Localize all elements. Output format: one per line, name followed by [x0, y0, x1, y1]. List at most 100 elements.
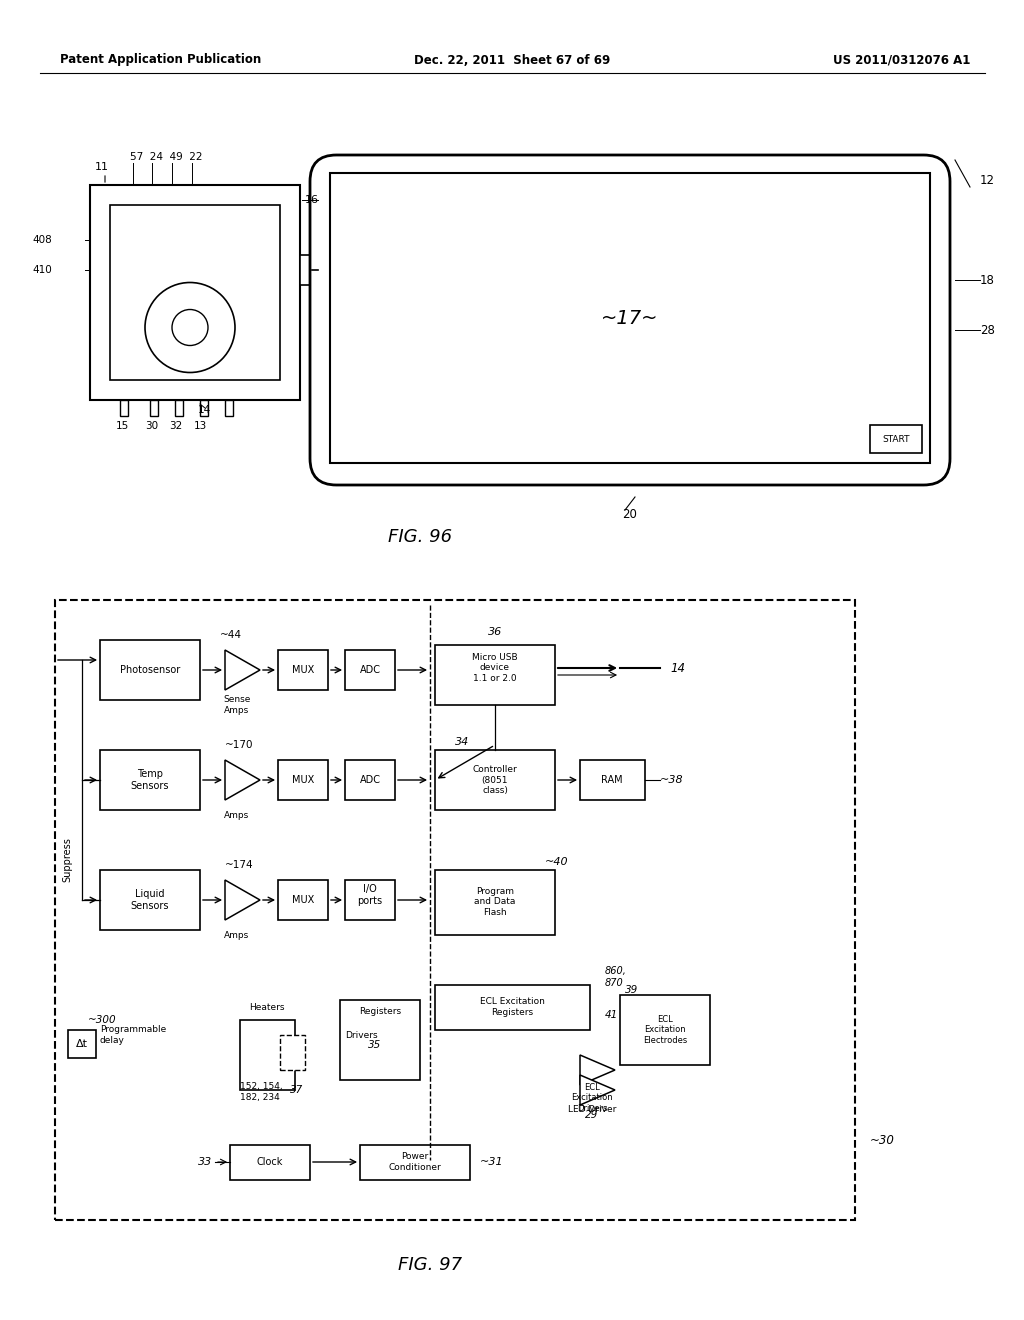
Text: 34: 34 [455, 737, 469, 747]
Text: Programmable
delay: Programmable delay [100, 1026, 166, 1044]
Text: MUX: MUX [292, 775, 314, 785]
Text: Suppress: Suppress [62, 838, 72, 883]
Bar [100, 870, 200, 931]
Bar [300, 255, 318, 285]
Text: 39: 39 [625, 985, 638, 995]
Text: RAM: RAM [601, 775, 623, 785]
Bar [100, 640, 200, 700]
Text: ~30: ~30 [870, 1134, 895, 1147]
Text: Micro USB
device
1.1 or 2.0: Micro USB device 1.1 or 2.0 [472, 653, 518, 682]
Text: FIG. 97: FIG. 97 [398, 1257, 462, 1274]
Bar [100, 750, 200, 810]
Text: Registers: Registers [359, 1007, 401, 1016]
Text: I/O
ports: I/O ports [357, 884, 383, 906]
Bar [225, 400, 233, 416]
Text: Drivers: Drivers [345, 1031, 378, 1040]
Text: 12: 12 [980, 173, 995, 186]
Text: MUX: MUX [292, 665, 314, 675]
Text: ~44: ~44 [220, 630, 242, 640]
Polygon shape [225, 649, 260, 690]
Text: 15: 15 [116, 421, 129, 432]
Polygon shape [580, 1074, 615, 1105]
Bar [68, 1030, 96, 1059]
Text: ~174: ~174 [225, 861, 254, 870]
Text: Dec. 22, 2011  Sheet 67 of 69: Dec. 22, 2011 Sheet 67 of 69 [414, 54, 610, 66]
Text: ~17~: ~17~ [601, 309, 658, 327]
Text: ADC: ADC [359, 665, 381, 675]
Text: 28: 28 [980, 323, 995, 337]
Bar [120, 400, 128, 416]
Text: 30: 30 [145, 421, 159, 432]
Bar [435, 985, 590, 1030]
Bar [110, 205, 280, 380]
Text: ~38: ~38 [660, 775, 684, 785]
Text: 14: 14 [198, 405, 211, 414]
Text: Heaters: Heaters [249, 1003, 285, 1012]
Bar [345, 649, 395, 690]
Text: Liquid
Sensors: Liquid Sensors [131, 890, 169, 911]
Text: 37: 37 [291, 1085, 304, 1096]
Bar [345, 880, 395, 920]
FancyBboxPatch shape [310, 154, 950, 484]
Bar [330, 173, 930, 463]
Text: ADC: ADC [359, 775, 381, 785]
Bar [55, 601, 855, 1220]
Text: ECL Excitation
Registers: ECL Excitation Registers [479, 998, 545, 1016]
Text: Patent Application Publication: Patent Application Publication [60, 54, 261, 66]
Text: Amps: Amps [224, 810, 250, 820]
Bar [435, 750, 555, 810]
Polygon shape [225, 880, 260, 920]
Text: LED Driver: LED Driver [568, 1106, 616, 1114]
Text: START: START [883, 434, 909, 444]
Text: 13: 13 [194, 421, 207, 432]
Text: 36: 36 [487, 627, 502, 638]
Text: 152, 154,
182, 234: 152, 154, 182, 234 [240, 1082, 283, 1102]
Text: ECL
Excitation
Drivers: ECL Excitation Drivers [571, 1084, 612, 1113]
Text: Clock: Clock [257, 1158, 284, 1167]
Text: 41: 41 [605, 1010, 618, 1020]
Bar [620, 995, 710, 1065]
Bar [280, 1035, 305, 1071]
Text: 18: 18 [980, 273, 995, 286]
Text: ~300: ~300 [88, 1015, 117, 1026]
Text: ECL
Excitation
Electrodes: ECL Excitation Electrodes [643, 1015, 687, 1045]
Text: ~170: ~170 [225, 741, 254, 750]
Text: 20: 20 [623, 508, 637, 521]
Bar [278, 760, 328, 800]
Text: 33: 33 [198, 1158, 212, 1167]
Bar [435, 645, 555, 705]
Text: Sense
Amps: Sense Amps [223, 696, 251, 714]
Text: 11: 11 [95, 162, 109, 172]
Bar [345, 760, 395, 800]
Text: Program
and Data
Flash: Program and Data Flash [474, 887, 516, 917]
Text: FIG. 96: FIG. 96 [388, 528, 452, 546]
Text: 860,
870: 860, 870 [605, 966, 627, 987]
Bar [240, 1020, 295, 1090]
Text: 57  24  49  22: 57 24 49 22 [130, 152, 203, 162]
Bar [435, 870, 555, 935]
Polygon shape [225, 760, 260, 800]
Text: 32: 32 [169, 421, 182, 432]
Bar [230, 1144, 310, 1180]
Bar [278, 880, 328, 920]
Polygon shape [580, 1055, 615, 1085]
Text: 35: 35 [369, 1040, 382, 1049]
Bar [90, 185, 300, 400]
Text: 29: 29 [586, 1110, 599, 1119]
Text: 16: 16 [305, 195, 319, 205]
Text: Controller
(8051
class): Controller (8051 class) [473, 766, 517, 795]
Text: Power
Conditioner: Power Conditioner [389, 1152, 441, 1172]
Bar [278, 649, 328, 690]
Bar [340, 1001, 420, 1080]
Text: ~31: ~31 [480, 1158, 504, 1167]
Text: 410: 410 [32, 265, 52, 275]
Text: MUX: MUX [292, 895, 314, 906]
Text: 14: 14 [670, 661, 685, 675]
Bar [200, 400, 208, 416]
Bar [580, 760, 645, 800]
Bar [150, 400, 158, 416]
Text: 408: 408 [32, 235, 52, 246]
Text: Δt: Δt [76, 1039, 88, 1049]
Text: Amps: Amps [224, 931, 250, 940]
Text: US 2011/0312076 A1: US 2011/0312076 A1 [833, 54, 970, 66]
